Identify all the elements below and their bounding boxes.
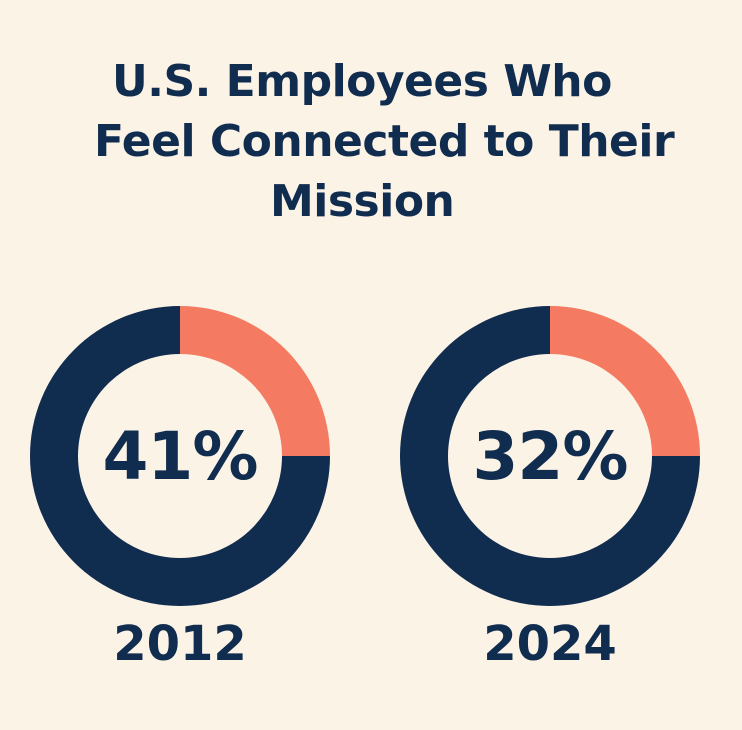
donut-chart-2012: 41% bbox=[29, 306, 330, 606]
donut-accent-segment-2012 bbox=[180, 306, 330, 456]
donut-center-value-2024: 32% bbox=[472, 417, 629, 495]
donut-chart-2024: 32% bbox=[400, 306, 700, 606]
year-label-2012: 2012 bbox=[113, 616, 247, 672]
donut-base-segment-2024 bbox=[400, 306, 700, 606]
donut-accent-segment-2024 bbox=[550, 306, 700, 456]
chart-title-line-2: Feel Connected to Their bbox=[94, 116, 675, 167]
donut-base-segment-2012 bbox=[29, 306, 330, 606]
chart-title-line-3: Mission bbox=[270, 176, 455, 227]
donut-svg-2012 bbox=[29, 306, 330, 606]
donut-center-value-2012: 41% bbox=[102, 417, 259, 495]
donut-svg-2024 bbox=[400, 306, 700, 606]
year-label-2024: 2024 bbox=[483, 616, 617, 672]
chart-title-line-1: U.S. Employees Who bbox=[112, 56, 612, 107]
